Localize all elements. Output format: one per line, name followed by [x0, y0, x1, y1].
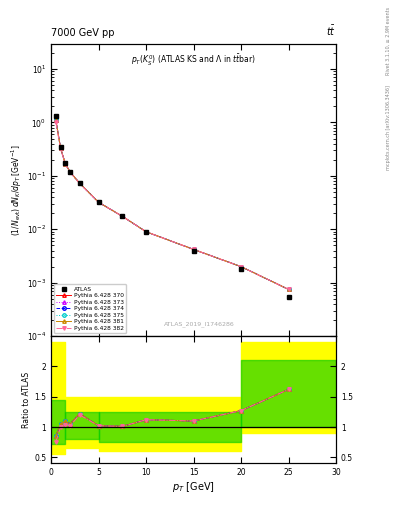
Text: $p_T(K^0_S)$ (ATLAS KS and $\Lambda$ in $t\bar{t}$bar): $p_T(K^0_S)$ (ATLAS KS and $\Lambda$ in … — [131, 52, 256, 68]
Legend: ATLAS, Pythia 6.428 370, Pythia 6.428 373, Pythia 6.428 374, Pythia 6.428 375, P: ATLAS, Pythia 6.428 370, Pythia 6.428 37… — [54, 284, 126, 333]
Text: 7000 GeV pp: 7000 GeV pp — [51, 28, 115, 38]
Y-axis label: $(1/N_\mathrm{evt})\,dN_K/dp_T\,[\mathrm{GeV}^{-1}]$: $(1/N_\mathrm{evt})\,dN_K/dp_T\,[\mathrm… — [10, 144, 24, 236]
X-axis label: $p_T$ [GeV]: $p_T$ [GeV] — [172, 480, 215, 494]
Text: $t\bar{t}$: $t\bar{t}$ — [326, 25, 336, 38]
Text: Rivet 3.1.10, ≥ 2.9M events: Rivet 3.1.10, ≥ 2.9M events — [386, 7, 391, 75]
Text: mcplots.cern.ch [arXiv:1306.3436]: mcplots.cern.ch [arXiv:1306.3436] — [386, 86, 391, 170]
Y-axis label: Ratio to ATLAS: Ratio to ATLAS — [22, 372, 31, 428]
Text: ATLAS_2019_I1746286: ATLAS_2019_I1746286 — [164, 322, 235, 327]
